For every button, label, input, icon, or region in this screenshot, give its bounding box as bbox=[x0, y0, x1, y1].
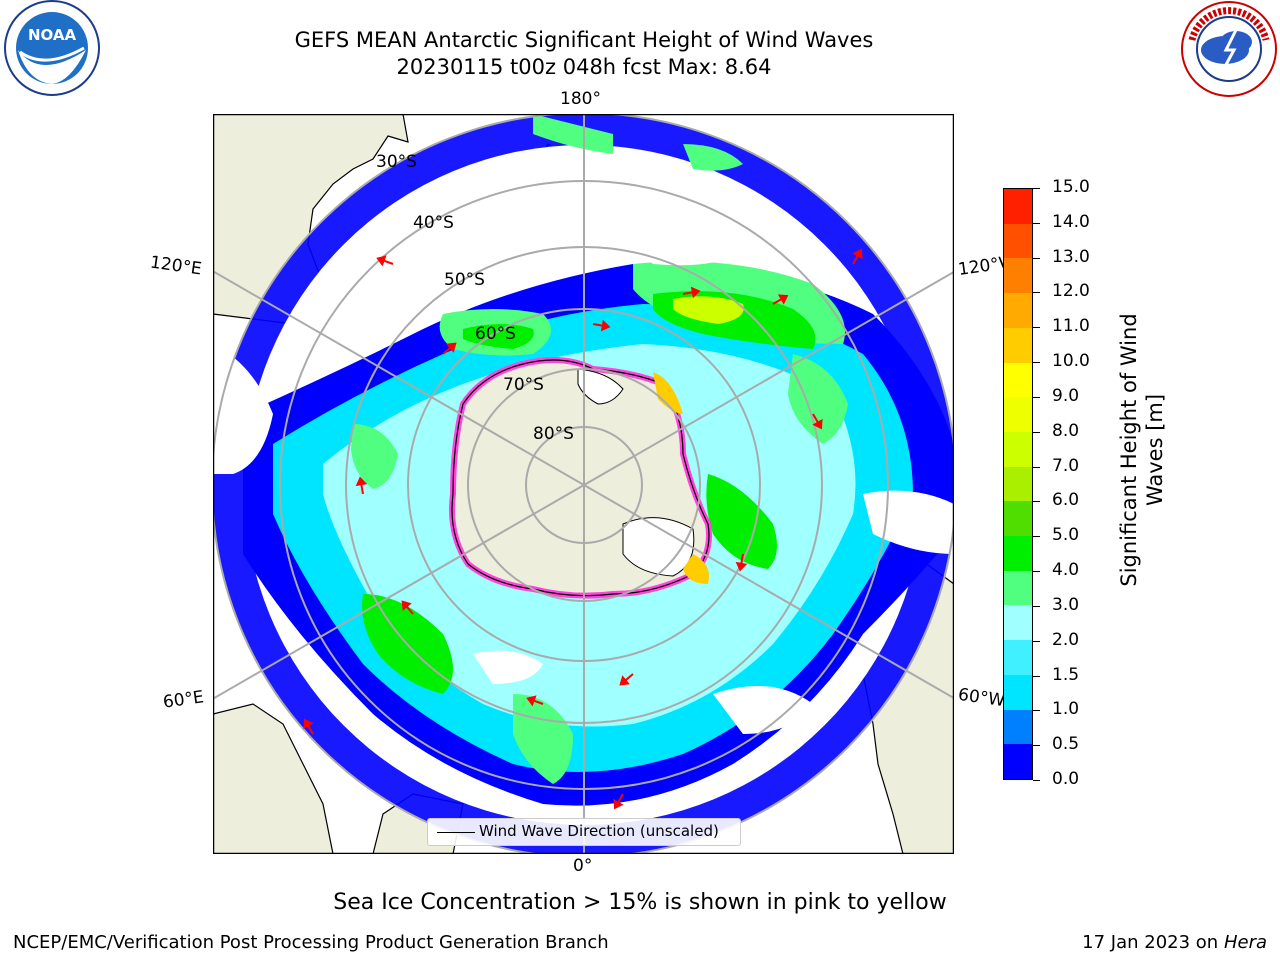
colorbar-tick-label: 1.0 bbox=[1052, 699, 1080, 720]
nws-logo bbox=[1178, 0, 1280, 100]
colorbar-tick-mark bbox=[1033, 780, 1040, 781]
colorbar-segment bbox=[1004, 674, 1032, 710]
legend-label: Wind Wave Direction (unscaled) bbox=[479, 822, 719, 840]
colorbar-segment bbox=[1004, 744, 1032, 779]
wind-arrow bbox=[619, 673, 634, 686]
antarctica bbox=[449, 357, 712, 599]
wind-arrow bbox=[613, 793, 624, 810]
colorbar-tick-mark bbox=[1033, 222, 1040, 224]
colorbar-segment bbox=[1004, 501, 1032, 537]
colorbar-tick-label: 9.0 bbox=[1052, 385, 1080, 406]
footer-host: Hera bbox=[1223, 932, 1267, 953]
colorbar-tick-label: 15.0 bbox=[1052, 177, 1090, 197]
colorbar-label-line1: Significant Height of Wind bbox=[1117, 313, 1141, 586]
colorbar-tick-mark bbox=[1033, 501, 1040, 503]
map-legend: Wind Wave Direction (unscaled) bbox=[427, 818, 741, 846]
footer-date: 17 Jan 2023 on Hera bbox=[1082, 932, 1267, 953]
colorbar-label: Significant Height of Wind Waves [m] bbox=[1044, 300, 1184, 600]
lat-label: 40°S bbox=[413, 213, 454, 233]
wind-arrow bbox=[442, 342, 457, 355]
wind-arrow bbox=[592, 319, 611, 332]
lat-label: 50°S bbox=[444, 270, 485, 290]
colorbar-tick-mark bbox=[1033, 466, 1040, 468]
wind-arrow bbox=[401, 600, 414, 615]
colorbar-segment bbox=[1004, 293, 1032, 328]
polar-map bbox=[212, 113, 955, 855]
colorbar-segment bbox=[1004, 570, 1032, 606]
wind-arrow bbox=[355, 476, 368, 495]
colorbar-tick-label: 3.0 bbox=[1052, 594, 1080, 615]
colorbar-segment bbox=[1004, 223, 1032, 259]
wind-arrow bbox=[735, 553, 748, 572]
colorbar-tick-mark bbox=[1033, 257, 1040, 259]
colorbar-tick-label: 13.0 bbox=[1052, 246, 1090, 267]
wind-arrow bbox=[376, 255, 394, 267]
colorbar-tick-mark bbox=[1033, 745, 1040, 747]
colorbar-tick-mark bbox=[1033, 640, 1040, 642]
legend-line-swatch bbox=[437, 832, 475, 833]
colorbar-tick-label: 12.0 bbox=[1052, 281, 1090, 302]
wind-arrows bbox=[303, 248, 863, 810]
colorbar-tick-mark bbox=[1033, 188, 1040, 189]
graticule bbox=[213, 114, 954, 854]
lon-label-0: 0° bbox=[573, 856, 593, 876]
noaa-logo: NOAA bbox=[0, 0, 104, 100]
chart-title: GEFS MEAN Antarctic Significant Height o… bbox=[294, 28, 874, 52]
colorbar-tick-label: 14.0 bbox=[1052, 211, 1090, 232]
wind-arrow bbox=[526, 695, 544, 707]
colorbar-tick-label: 5.0 bbox=[1052, 525, 1080, 546]
chart-subtitle: 20230115 t00z 048h fcst Max: 8.64 bbox=[396, 55, 772, 79]
lon-label-180: 180° bbox=[560, 89, 601, 109]
colorbar-tick-mark bbox=[1033, 710, 1040, 712]
colorbar-tick-mark bbox=[1033, 362, 1040, 364]
wind-arrow bbox=[303, 718, 314, 735]
colorbar-segment bbox=[1004, 536, 1032, 571]
wind-arrow bbox=[852, 248, 863, 265]
colorbar-segment bbox=[1004, 189, 1032, 224]
colorbar-tick-label: 8.0 bbox=[1052, 420, 1080, 441]
colorbar-segment bbox=[1004, 397, 1032, 432]
colorbar-tick-mark bbox=[1033, 675, 1040, 677]
colorbar-tick-label: 2.0 bbox=[1052, 629, 1080, 650]
colorbar-segment bbox=[1004, 605, 1032, 641]
wind-arrow bbox=[682, 286, 701, 299]
svg-text:NOAA: NOAA bbox=[28, 26, 77, 44]
footer-date-text: 17 Jan 2023 on bbox=[1082, 932, 1224, 953]
colorbar-tick-mark bbox=[1033, 396, 1040, 398]
colorbar-tick-label: 0.5 bbox=[1052, 734, 1080, 755]
colorbar-tick-label: 6.0 bbox=[1052, 490, 1080, 511]
colorbar-segment bbox=[1004, 709, 1032, 745]
footer-credit: NCEP/EMC/Verification Post Processing Pr… bbox=[13, 932, 609, 953]
colorbar-segment bbox=[1004, 327, 1032, 363]
lon-label-120e: 120°E bbox=[148, 252, 203, 280]
wind-arrow bbox=[772, 294, 789, 305]
colorbar bbox=[1003, 188, 1033, 780]
colorbar-tick-label: 0.0 bbox=[1052, 769, 1080, 789]
colorbar-tick-mark bbox=[1033, 327, 1040, 329]
colorbar-tick-mark bbox=[1033, 571, 1040, 573]
colorbar-tick-mark bbox=[1033, 536, 1040, 538]
colorbar-segment bbox=[1004, 466, 1032, 502]
colorbar-tick-label: 7.0 bbox=[1052, 455, 1080, 476]
colorbar-tick-label: 10.0 bbox=[1052, 351, 1090, 372]
lon-label-60w: 60°W bbox=[956, 684, 1007, 712]
lat-label: 60°S bbox=[475, 324, 516, 344]
lon-label-60e: 60°E bbox=[161, 687, 206, 713]
ice-caption: Sea Ice Concentration > 15% is shown in … bbox=[333, 890, 947, 915]
lat-label: 70°S bbox=[503, 375, 544, 395]
colorbar-tick-label: 11.0 bbox=[1052, 316, 1090, 337]
colorbar-segment bbox=[1004, 362, 1032, 398]
colorbar-tick-mark bbox=[1033, 292, 1040, 294]
colorbar-tick-mark bbox=[1033, 605, 1040, 607]
colorbar-segment bbox=[1004, 258, 1032, 294]
colorbar-tick-label: 1.5 bbox=[1052, 664, 1080, 685]
colorbar-segment bbox=[1004, 431, 1032, 467]
colorbar-label-line2: Waves [m] bbox=[1143, 394, 1167, 506]
colorbar-segment bbox=[1004, 640, 1032, 675]
lat-label: 30°S bbox=[376, 152, 417, 172]
lat-label: 80°S bbox=[533, 424, 574, 444]
colorbar-tick-label: 4.0 bbox=[1052, 560, 1080, 581]
colorbar-tick-mark bbox=[1033, 431, 1040, 433]
wind-arrow bbox=[812, 413, 823, 430]
